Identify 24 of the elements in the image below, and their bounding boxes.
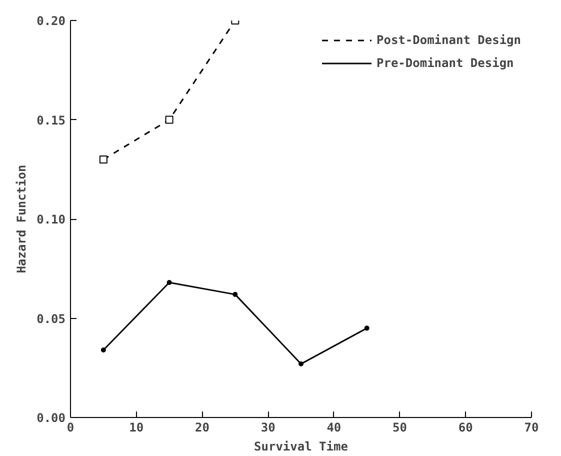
y-tick-label: 0.00 xyxy=(36,411,66,425)
point xyxy=(232,292,238,297)
point xyxy=(99,155,108,164)
legend-label: Post-Dominant Design xyxy=(376,33,521,47)
point xyxy=(364,326,370,331)
x-tick-label: 20 xyxy=(194,420,210,434)
legend-label: Pre-Dominant Design xyxy=(376,56,514,70)
y-tick-label: 0.20 xyxy=(36,14,66,28)
x-tick-label: 10 xyxy=(129,420,144,434)
x-tick-label: 60 xyxy=(458,420,473,434)
x-tick-label: 50 xyxy=(392,420,408,434)
point xyxy=(298,361,304,366)
x-tick-label: 30 xyxy=(260,420,276,434)
y-tick-label: 0.05 xyxy=(36,312,66,326)
point xyxy=(165,116,174,124)
point xyxy=(100,348,106,353)
x-tick-label: 70 xyxy=(524,420,539,434)
x-axis-title: Survival Time xyxy=(254,440,348,454)
point xyxy=(166,280,172,286)
y-tick-label: 0.15 xyxy=(36,113,66,128)
y-axis-title: Hazard Function xyxy=(14,164,29,274)
y-tick-label: 0.10 xyxy=(36,212,66,226)
x-tick-label: 40 xyxy=(326,420,342,434)
x-tick-label: 0 xyxy=(66,420,74,434)
